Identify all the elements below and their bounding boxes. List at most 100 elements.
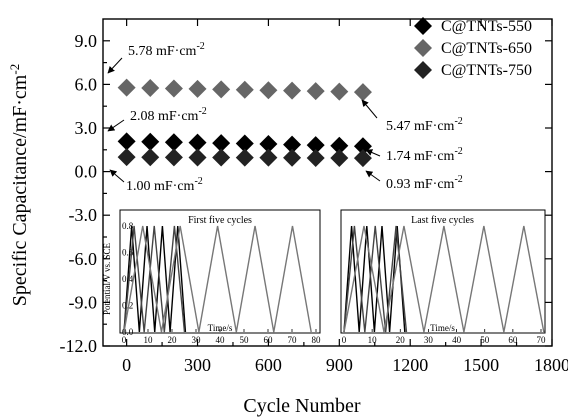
annotation-sup: -2 [454, 174, 462, 185]
data-point [306, 148, 325, 167]
annotation-layer: 5.78 mF·cm-22.08 mF·cm-21.00 mF·cm-25.47… [107, 41, 463, 194]
data-point [330, 82, 349, 101]
data-point [353, 83, 372, 102]
data-point [188, 148, 207, 167]
annotation-value: 0.93 mF·cm [386, 177, 455, 192]
inset-2: Last five cycles 0 10 20 30 40 50 60 70 Time/s [340, 209, 547, 345]
annotation-value: 5.47 mF·cm [386, 119, 455, 134]
legend-label: C@TNTs-550 [441, 18, 532, 35]
annotation-value: 1.74 mF·cm [386, 149, 455, 164]
x-tick-label: 900 [326, 355, 353, 375]
series-C@TNTs-650 [117, 78, 372, 102]
inset-y-tick-label: 0.2 [122, 301, 133, 311]
inset-x-tick-label: 10 [144, 335, 154, 345]
legend-label: C@TNTs-650 [441, 40, 532, 57]
inset-series-line [123, 225, 187, 333]
inset-y-tick-label: 0.6 [122, 248, 134, 258]
x-tick-label: 300 [184, 355, 211, 375]
inset-x-tick-label: 30 [424, 335, 434, 345]
inset-x-tick-label: 60 [508, 335, 518, 345]
data-point [306, 136, 325, 155]
data-point [259, 148, 278, 167]
series-C@TNTs-550 [117, 132, 372, 156]
data-point [164, 133, 183, 152]
data-point [188, 133, 207, 152]
inset-x-tick-label: 0 [342, 335, 347, 345]
plot-frame [102, 18, 553, 347]
plot-border [102, 18, 553, 347]
y-tick-label: 0.0 [75, 162, 98, 182]
data-point [117, 78, 136, 97]
inset-x-tick-label: 20 [168, 335, 178, 345]
data-point [306, 82, 325, 101]
inset-x-tick-label: 50 [480, 335, 490, 345]
annotation-sup: -2 [194, 176, 202, 187]
series-C@TNTs-750 [117, 148, 372, 168]
data-point [330, 148, 349, 167]
legend-marker [414, 17, 432, 35]
inset-x-tick-label: 80 [312, 335, 322, 345]
y-axis-label-sup: -2 [7, 64, 22, 75]
data-point [212, 80, 231, 99]
y-tick-label: 3.0 [75, 118, 98, 138]
annotation-arrow [365, 170, 381, 182]
data-point [259, 81, 278, 100]
inset-series-line [343, 225, 408, 333]
inset-series-line [343, 225, 406, 333]
y-tick-label: -6.0 [69, 249, 98, 269]
y-tick-label: 6.0 [75, 74, 98, 94]
annotation-label: 1.00 mF·cm-2 [126, 176, 203, 194]
x-tick-label: 1200 [392, 355, 428, 375]
x-tick-label: 600 [255, 355, 282, 375]
data-point [330, 136, 349, 155]
inset-x-label: Time/s [208, 323, 233, 333]
annotation-arrow [109, 169, 125, 183]
data-point [141, 148, 160, 167]
annotation-arrow [107, 119, 125, 132]
legend-marker [414, 39, 432, 57]
inset-x-tick-label: 20 [396, 335, 406, 345]
inset-series-line [123, 225, 186, 333]
inset-y-label: Potential/V vs. SCE [102, 242, 112, 315]
x-axis-label: Cycle Number [243, 395, 361, 417]
annotation-sup: -2 [454, 116, 462, 127]
annotation-value: 1.00 mF·cm [126, 179, 195, 194]
annotation-label: 1.74 mF·cm-2 [386, 146, 463, 164]
x-axis: 0 300 600 900 1200 1500 1800 [122, 19, 568, 375]
data-point [164, 79, 183, 98]
inset-x-tick-label: 70 [537, 335, 547, 345]
data-point [283, 81, 302, 100]
data-point [117, 148, 136, 167]
annotation-label: 2.08 mF·cm-2 [130, 106, 207, 124]
inset-series-line [123, 225, 312, 333]
data-point [212, 148, 231, 167]
annotation-arrow [361, 99, 378, 119]
inset-x-tick-label: 30 [192, 335, 202, 345]
inset-x-tick-label: 0 [122, 335, 127, 345]
annotation-value: 5.78 mF·cm [128, 44, 197, 59]
inset-x-tick-label: 50 [240, 335, 250, 345]
data-point [259, 134, 278, 153]
annotation-sup: -2 [196, 41, 204, 52]
inset-y-tick-label: 0.8 [122, 221, 134, 231]
inset-x-tick-label: 10 [368, 335, 378, 345]
y-axis-label-main: Specific Capacitance/mF·cm [9, 74, 31, 306]
y-tick-label: -3.0 [69, 205, 98, 225]
data-point [283, 148, 302, 167]
data-point [188, 79, 207, 98]
annotation-label: 5.78 mF·cm-2 [128, 41, 205, 59]
x-tick-label: 1800 [534, 355, 568, 375]
y-tick-label: -12.0 [60, 336, 98, 356]
inset-1: First five cycles 0 10 20 30 40 50 60 70 80 0.0 0.2… [102, 209, 322, 345]
data-point [141, 132, 160, 151]
annotation-value: 2.08 mF·cm [130, 109, 199, 124]
data-point [235, 80, 254, 99]
annotation-arrow [365, 149, 381, 157]
legend-marker [414, 61, 432, 79]
y-tick-label: 9.0 [75, 31, 98, 51]
x-tick-label: 1500 [463, 355, 499, 375]
annotation-label: 0.93 mF·cm-2 [386, 174, 463, 192]
y-tick-label: -9.0 [69, 292, 98, 312]
inset-x-label: Time/s [430, 323, 455, 333]
